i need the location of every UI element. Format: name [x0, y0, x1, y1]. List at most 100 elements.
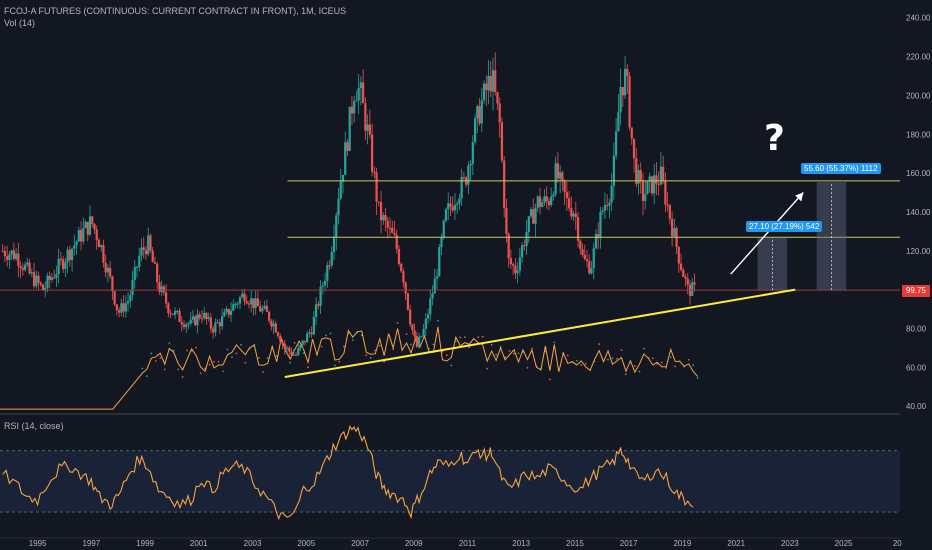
- volume-dot: [445, 354, 448, 357]
- candle-body: [576, 217, 580, 241]
- candle-body: [180, 322, 183, 325]
- candle-body: [306, 333, 309, 343]
- candle-body: [662, 166, 665, 181]
- candle-body: [245, 301, 248, 304]
- candle-body: [628, 75, 631, 128]
- candle-body: [308, 332, 311, 334]
- candle-body: [422, 328, 425, 337]
- volume-dot: [607, 358, 609, 361]
- candle-body: [303, 340, 307, 343]
- candle-body: [673, 228, 676, 237]
- candle-body: [550, 196, 553, 206]
- volume-dot: [486, 367, 489, 370]
- y-tick-label: 80.00: [906, 324, 927, 333]
- candle-body: [523, 245, 526, 247]
- volume-dot: [459, 336, 462, 339]
- candle-body: [299, 344, 302, 349]
- candle-body: [243, 293, 246, 302]
- candle-body: [330, 252, 333, 266]
- candle-body: [581, 249, 584, 255]
- candle-body: [509, 258, 512, 265]
- candle-body: [467, 165, 470, 185]
- candle-body: [451, 206, 454, 211]
- candle-body: [82, 228, 85, 242]
- candle-body: [88, 216, 92, 235]
- candle-body: [556, 163, 560, 179]
- volume-dot: [531, 347, 533, 350]
- volume-dot: [495, 353, 498, 356]
- candle-body: [534, 207, 537, 224]
- volume-dot: [231, 356, 233, 359]
- candle-body: [478, 106, 481, 124]
- candle-body: [315, 304, 318, 317]
- candle-body: [8, 254, 11, 260]
- candle-body: [140, 247, 143, 256]
- candle-body: [462, 177, 465, 179]
- candle-body: [109, 267, 112, 277]
- candle-body: [153, 262, 157, 264]
- candle-body: [328, 265, 331, 267]
- candle-body: [429, 298, 432, 315]
- candle-body: [26, 262, 29, 265]
- volume-dot: [262, 371, 265, 374]
- candle-body: [514, 265, 517, 274]
- candle-body: [666, 204, 669, 206]
- candle-body: [460, 177, 463, 199]
- volume-dot: [508, 350, 511, 352]
- candle-body: [259, 306, 262, 312]
- candle-body: [292, 354, 295, 356]
- volume-dot: [625, 373, 627, 376]
- projection-label-1: 27.10 (27.19%) 542: [746, 221, 823, 232]
- candle-body: [664, 180, 667, 205]
- candle-body: [238, 297, 242, 304]
- candle-body: [209, 317, 212, 329]
- candle-body: [677, 246, 680, 264]
- candle-body: [73, 245, 76, 249]
- candle-body: [39, 282, 42, 285]
- candle-body: [232, 304, 235, 311]
- candle-body: [565, 192, 568, 199]
- candle-body: [554, 163, 557, 195]
- candle-body: [418, 336, 421, 347]
- volume-dot: [320, 345, 323, 348]
- candle-body: [147, 235, 150, 255]
- candle-body: [225, 308, 228, 313]
- candle-body: [520, 245, 524, 258]
- candle-body: [691, 282, 694, 296]
- candle-body: [229, 310, 233, 315]
- candle-body: [321, 285, 324, 287]
- candle-body: [337, 198, 340, 216]
- candle-body: [496, 92, 499, 104]
- volume-dot: [660, 361, 663, 364]
- candle-body: [283, 343, 286, 349]
- candle-body: [196, 314, 199, 326]
- candle-body: [491, 70, 495, 92]
- volume-dot: [168, 342, 171, 344]
- candle-body: [442, 220, 445, 238]
- candle-body: [138, 255, 141, 267]
- candle-body: [438, 247, 441, 277]
- candle-body: [335, 215, 338, 238]
- candle-body: [608, 202, 611, 206]
- candle-body: [505, 208, 508, 234]
- candle-body: [572, 213, 575, 217]
- volume-dot: [383, 360, 386, 363]
- candle-body: [603, 205, 607, 211]
- volume-dot: [257, 357, 260, 359]
- candle-body: [55, 274, 58, 278]
- x-tick-label: 2007: [351, 539, 369, 548]
- x-tick-label: 2001: [190, 539, 208, 548]
- candle-body: [285, 347, 289, 349]
- candle-body: [590, 268, 593, 274]
- candle-body: [411, 324, 414, 331]
- candle-body: [532, 209, 535, 224]
- candle-body: [617, 112, 620, 132]
- candle-body: [433, 278, 436, 294]
- volume-dot: [244, 361, 247, 364]
- volume-dot: [584, 362, 587, 365]
- candle-body: [384, 215, 387, 221]
- candle-body: [19, 266, 22, 268]
- candle-body: [568, 198, 571, 209]
